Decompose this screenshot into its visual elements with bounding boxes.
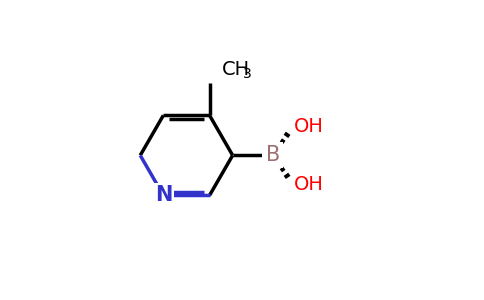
Text: B: B <box>266 145 280 165</box>
Text: 3: 3 <box>242 67 251 81</box>
Text: OH: OH <box>294 117 324 136</box>
Text: CH: CH <box>222 60 250 79</box>
Text: OH: OH <box>294 175 324 194</box>
Text: N: N <box>155 185 172 206</box>
